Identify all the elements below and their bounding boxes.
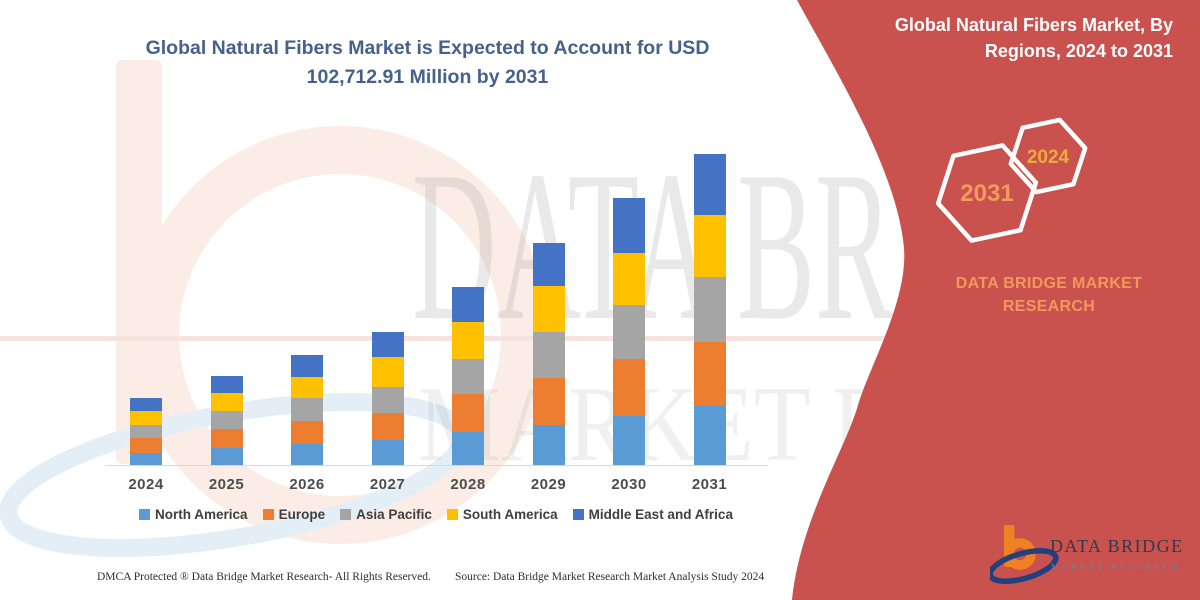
bar-segment-2031-south-america (693, 215, 726, 278)
bar-segment-2024-middle-east-and-africa (130, 397, 162, 411)
legend-item-middle-east-and-africa: Middle East and Africa (572, 507, 733, 522)
bar-segment-2026-asia-pacific (291, 397, 323, 422)
bar-segment-2027-europe (371, 412, 404, 440)
bar-2031 (693, 154, 726, 465)
panel-brand-text: DATA BRIDGE MARKET RESEARCH (933, 272, 1165, 318)
legend-label: South America (462, 507, 558, 522)
bar-segment-2027-asia-pacific (371, 386, 404, 413)
bar-segment-2031-europe (693, 341, 726, 406)
hexagon-2024 (1008, 117, 1088, 195)
x-axis-line (105, 465, 768, 466)
bar-segment-2028-middle-east-and-africa (452, 286, 484, 322)
x-axis-label-2025: 2025 (208, 476, 245, 493)
bar-segment-2029-north-america (532, 424, 565, 465)
panel-header-line2: Regions, 2024 to 2031 (984, 41, 1173, 62)
logo-name: DATA BRIDGE (1050, 536, 1184, 556)
bar-segment-2025-north-america (210, 447, 243, 465)
chart-title-line2: 102,712.91 Million by 2031 (306, 66, 549, 89)
legend-item-europe: Europe (262, 507, 326, 522)
bar-segment-2025-south-america (210, 393, 243, 412)
bar-segment-2028-asia-pacific (452, 358, 484, 394)
chart-title: Global Natural Fibers Market is Expected… (115, 34, 740, 93)
hexagon-2031 (935, 143, 1039, 243)
hexagon-badges: 2031 2024 (935, 117, 1088, 243)
legend-swatch (139, 509, 151, 520)
bar-segment-2024-south-america (130, 410, 162, 425)
bar-2030 (613, 198, 645, 465)
side-panel-shape (792, 0, 1200, 600)
bar-segment-2030-europe (613, 358, 645, 416)
logo-swoosh (990, 548, 1059, 584)
bar-2027 (371, 331, 404, 465)
x-axis-label-2029: 2029 (530, 476, 567, 493)
hexagon-2031-label: 2031 (960, 180, 1013, 207)
footer-source-text: Source: Data Bridge Market Research Mark… (455, 571, 765, 583)
bar-2025 (210, 376, 243, 465)
bar-segment-2029-middle-east-and-africa (532, 243, 565, 286)
x-axis-label-2028: 2028 (450, 476, 486, 493)
bar-segment-2028-south-america (452, 321, 484, 359)
x-axis-label-2030: 2030 (611, 476, 647, 493)
bar-segment-2029-south-america (532, 285, 565, 332)
x-axis-label-2031: 2031 (691, 476, 728, 493)
bar-segment-2030-asia-pacific (613, 304, 645, 359)
chart-legend: North America Europe Asia Pacific South Ame… (100, 507, 772, 522)
legend-swatch (446, 509, 458, 520)
panel-brand-line1: DATA BRIDGE MARKET (955, 275, 1143, 292)
bar-segment-2026-south-america (291, 376, 323, 398)
bar-segment-2024-asia-pacific (130, 424, 162, 438)
bar-segment-2030-north-america (613, 415, 645, 465)
company-logo: DATA BRIDGE MARKET RESEARCH (990, 525, 1184, 584)
bar-segment-2029-europe (532, 377, 565, 425)
bar-segment-2031-middle-east-and-africa (693, 154, 726, 216)
bar-segment-2027-middle-east-and-africa (371, 331, 404, 357)
bar-segment-2027-north-america (371, 439, 404, 465)
legend-item-south-america: South America (446, 507, 558, 522)
bar-segment-2027-south-america (371, 356, 404, 387)
bar-segment-2031-north-america (693, 405, 726, 465)
legend-label: Middle East and Africa (588, 507, 733, 522)
bar-segment-2028-north-america (452, 431, 484, 465)
x-axis-label-2026: 2026 (289, 476, 325, 493)
bar-segment-2026-europe (291, 421, 323, 444)
hexagon-2024-label: 2024 (1027, 147, 1070, 168)
legend-swatch (262, 509, 274, 520)
legend-label: North America (155, 507, 248, 522)
footer-dmca-text: DMCA Protected ® Data Bridge Market Rese… (97, 571, 431, 583)
bar-segment-2026-north-america (291, 443, 323, 465)
x-axis-label-2027: 2027 (369, 476, 406, 493)
bar-segment-2024-europe (130, 437, 162, 453)
bar-2029 (532, 243, 565, 465)
x-axis-label-2024: 2024 (128, 476, 164, 493)
legend-label: Europe (278, 507, 326, 522)
bar-segment-2031-asia-pacific (693, 277, 726, 342)
bar-segment-2025-asia-pacific (210, 411, 243, 429)
bar-segment-2024-north-america (130, 452, 162, 465)
bar-segment-2029-asia-pacific (532, 331, 565, 378)
legend-swatch (572, 509, 584, 520)
watermark-stripe (0, 336, 902, 341)
bar-segment-2028-europe (452, 393, 484, 432)
bar-segment-2030-south-america (613, 252, 645, 305)
chart-title-line1: Global Natural Fibers Market is Expected… (145, 37, 710, 59)
bar-2026 (291, 354, 323, 465)
legend-swatch (340, 509, 352, 520)
legend-item-asia-pacific: Asia Pacific (340, 507, 432, 522)
bar-segment-2025-middle-east-and-africa (210, 376, 243, 394)
logo-tagline: MARKET RESEARCH (1051, 561, 1181, 571)
bar-segment-2025-europe (210, 428, 243, 448)
legend-item-north-america: North America (139, 507, 248, 522)
bar-2028 (452, 286, 484, 465)
legend-label: Asia Pacific (356, 507, 432, 522)
panel-header: Global Natural Fibers Market, By Regions… (843, 12, 1173, 64)
panel-header-line1: Global Natural Fibers Market, By (894, 15, 1173, 35)
bar-segment-2030-middle-east-and-africa (613, 198, 645, 253)
bar-segment-2026-middle-east-and-africa (291, 354, 323, 377)
bar-2024 (130, 397, 162, 465)
panel-brand-line2: RESEARCH (1002, 298, 1096, 316)
